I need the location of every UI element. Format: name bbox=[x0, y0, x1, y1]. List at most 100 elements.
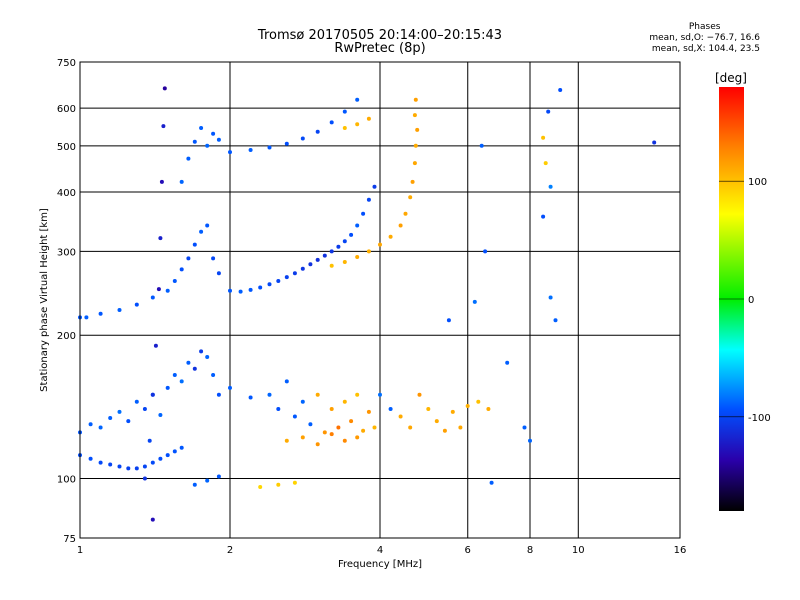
data-point bbox=[88, 422, 93, 427]
data-point bbox=[342, 239, 347, 244]
data-point bbox=[165, 385, 170, 390]
data-point bbox=[528, 438, 532, 443]
x-tick-label: 2 bbox=[227, 545, 233, 556]
data-point bbox=[216, 392, 221, 397]
data-point bbox=[267, 392, 272, 397]
data-point bbox=[342, 109, 347, 114]
data-point bbox=[408, 195, 413, 200]
data-point bbox=[412, 113, 417, 118]
data-point bbox=[329, 120, 334, 125]
phase-summary: Phases mean, sd,O: −76.7, 16.6 mean, sd,… bbox=[649, 22, 760, 55]
data-point bbox=[142, 407, 147, 411]
data-point bbox=[205, 478, 210, 483]
data-point bbox=[159, 179, 164, 184]
data-point bbox=[413, 97, 418, 102]
data-point bbox=[442, 428, 447, 433]
data-point bbox=[300, 435, 305, 440]
data-point bbox=[355, 255, 360, 259]
data-point bbox=[142, 476, 147, 481]
data-point bbox=[300, 136, 305, 141]
data-point bbox=[398, 414, 403, 419]
y-tick-label: 100 bbox=[57, 475, 76, 486]
data-point bbox=[292, 480, 297, 485]
data-point bbox=[300, 399, 305, 404]
data-point bbox=[417, 392, 422, 397]
data-point bbox=[216, 474, 221, 479]
y-tick-label: 600 bbox=[57, 104, 76, 115]
data-point bbox=[378, 242, 382, 247]
data-point bbox=[258, 285, 263, 290]
data-point bbox=[483, 249, 488, 254]
data-point bbox=[329, 407, 334, 411]
data-point bbox=[308, 422, 313, 427]
data-point bbox=[205, 223, 210, 228]
data-point bbox=[199, 126, 204, 130]
data-point bbox=[342, 438, 347, 443]
data-point bbox=[434, 419, 439, 424]
data-point bbox=[355, 223, 360, 228]
colorbar-ticks: 100 0 -100 bbox=[719, 177, 771, 424]
plot-frame bbox=[79, 61, 681, 539]
x-tick-label: 16 bbox=[674, 545, 687, 556]
data-point bbox=[186, 256, 191, 261]
data-point bbox=[652, 140, 657, 145]
data-point bbox=[205, 355, 210, 359]
data-point bbox=[134, 466, 139, 471]
x-tick-label: 4 bbox=[377, 545, 383, 556]
data-point bbox=[366, 249, 371, 254]
data-point bbox=[150, 517, 155, 522]
y-tick-label: 750 bbox=[57, 58, 76, 69]
data-point bbox=[88, 456, 93, 461]
data-point bbox=[228, 385, 232, 390]
data-point bbox=[408, 425, 413, 430]
data-point bbox=[192, 366, 197, 371]
data-point bbox=[165, 288, 170, 293]
data-point bbox=[172, 449, 177, 454]
data-point bbox=[199, 349, 204, 354]
data-point bbox=[366, 116, 371, 121]
chart-subtitle: RwPretec (8p) bbox=[334, 41, 426, 56]
data-point bbox=[336, 425, 341, 430]
data-point bbox=[426, 407, 431, 411]
data-point bbox=[541, 214, 546, 219]
data-point bbox=[479, 143, 484, 148]
data-points bbox=[78, 86, 657, 522]
y-axis-ticks: 75 100 200 300 400 500 600 750 bbox=[57, 58, 76, 545]
data-point bbox=[558, 88, 563, 92]
data-point bbox=[192, 242, 197, 247]
data-point bbox=[84, 315, 89, 320]
data-point bbox=[186, 360, 191, 365]
data-point bbox=[403, 211, 408, 216]
phase-o-stats: mean, sd,O: −76.7, 16.6 bbox=[649, 33, 760, 43]
data-point bbox=[248, 148, 253, 152]
data-point bbox=[276, 407, 281, 411]
data-point bbox=[349, 419, 354, 424]
data-point bbox=[522, 425, 527, 430]
data-point bbox=[186, 156, 191, 161]
data-point bbox=[329, 432, 334, 437]
data-point bbox=[179, 379, 184, 384]
data-point bbox=[546, 109, 551, 114]
data-point bbox=[372, 425, 377, 430]
data-point bbox=[267, 282, 272, 287]
data-point bbox=[465, 404, 470, 408]
colorbar-label: [deg] bbox=[715, 71, 747, 85]
data-point bbox=[276, 279, 281, 283]
phase-x-stats: mean, sd,X: 104.4, 23.5 bbox=[651, 44, 760, 54]
data-point bbox=[228, 288, 232, 293]
data-point bbox=[366, 197, 371, 202]
y-tick-label: 400 bbox=[57, 188, 76, 199]
data-point bbox=[366, 409, 371, 414]
data-point bbox=[117, 409, 122, 414]
data-point bbox=[216, 137, 221, 142]
data-point bbox=[147, 438, 152, 443]
data-point bbox=[472, 299, 477, 304]
data-point bbox=[161, 124, 166, 129]
data-point bbox=[98, 311, 103, 316]
data-point bbox=[415, 127, 420, 132]
data-point bbox=[158, 413, 163, 417]
data-point bbox=[199, 229, 204, 234]
data-point bbox=[98, 460, 103, 465]
data-point bbox=[450, 409, 455, 414]
